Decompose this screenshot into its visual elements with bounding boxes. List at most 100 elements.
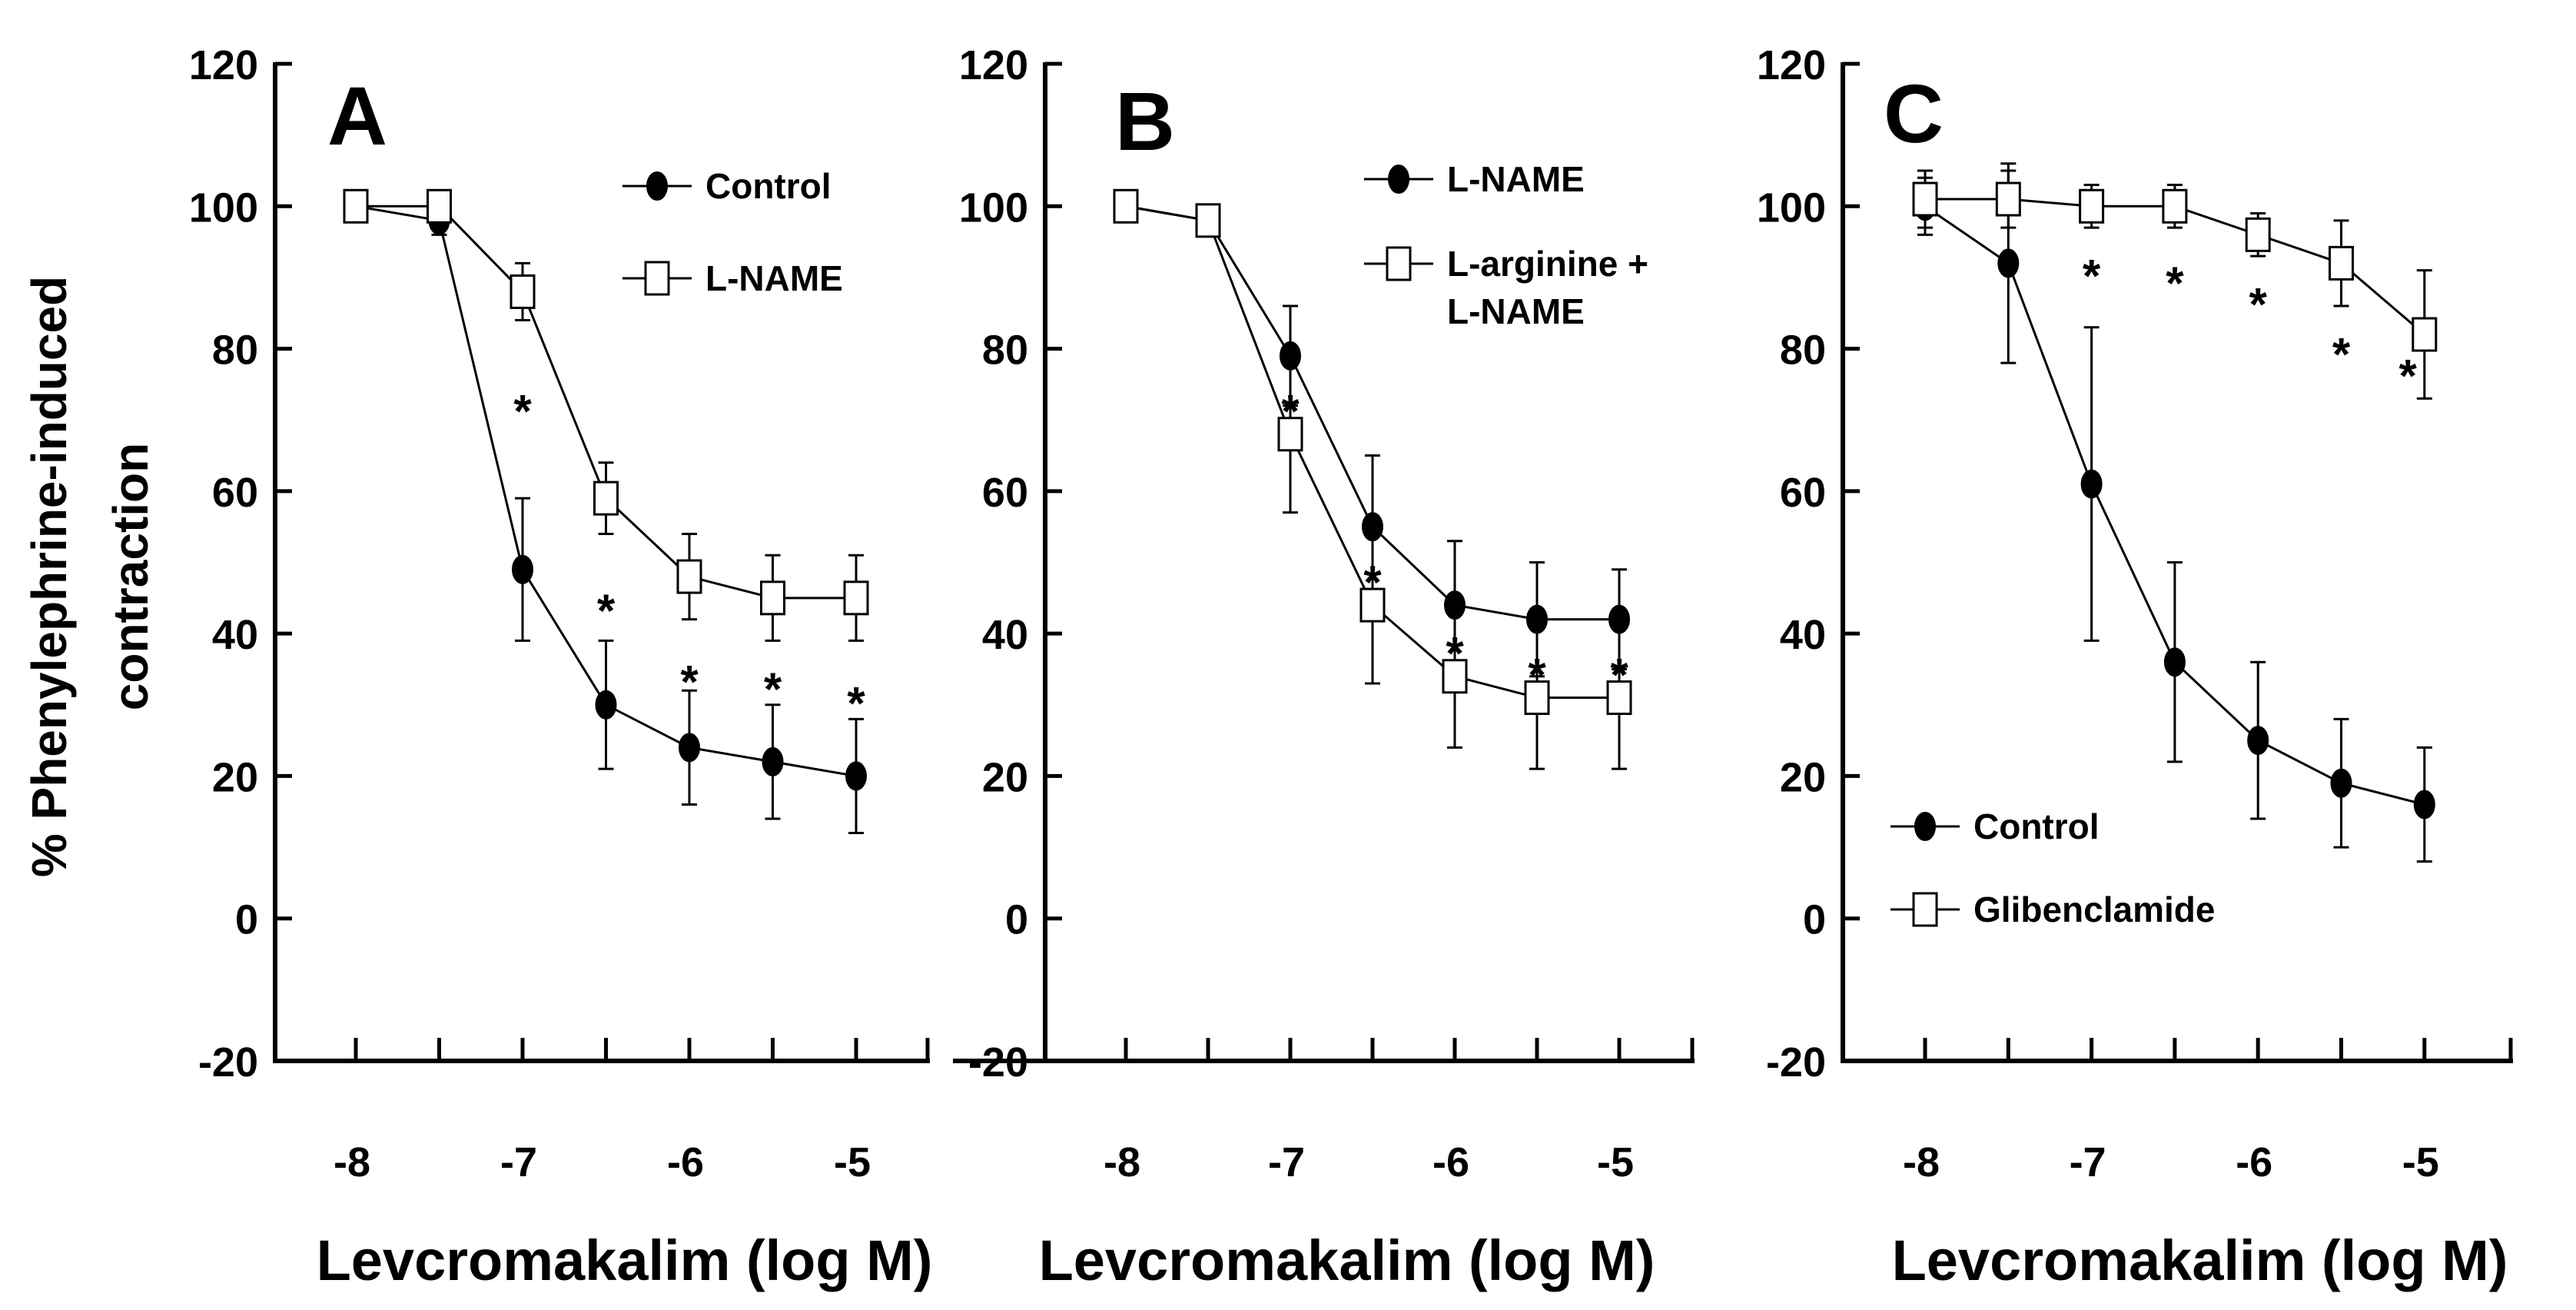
y-axis-title-line2: contraction xyxy=(103,443,158,710)
data-point xyxy=(1995,181,2021,217)
panel-a: -20 0 20 40 60 80 100 120 -8 -7 -6 -5 Levcromakalim … xyxy=(189,42,933,1292)
data-point xyxy=(762,746,784,776)
data-point xyxy=(1277,417,1303,452)
series-l-name xyxy=(343,188,869,642)
y-tick-label: -20 xyxy=(198,1039,258,1086)
data-point xyxy=(593,480,619,516)
legend-marker xyxy=(644,261,670,296)
x-tick-label: -6 xyxy=(2236,1139,2272,1185)
data-point xyxy=(343,188,369,224)
panel-b: -20 0 20 40 60 80 100 120 -8 -7 -6 -5 Levcromakalim … xyxy=(953,42,1695,1292)
x-axis-title: Levcromakalim (log M) xyxy=(317,1229,933,1292)
significance-marker: * xyxy=(2398,350,2417,401)
significance-marker: * xyxy=(1528,649,1546,700)
data-point xyxy=(760,580,785,616)
y-tick-label: 120 xyxy=(959,42,1028,88)
y-tick-label: 40 xyxy=(212,612,258,658)
significance-marker: * xyxy=(597,585,616,637)
significance-marker: * xyxy=(513,386,532,437)
significance-marker: * xyxy=(2332,329,2351,381)
y-tick-label: 60 xyxy=(212,470,258,516)
panel-label: A xyxy=(327,69,387,162)
x-axis-title: Levcromakalim (log M) xyxy=(1039,1229,1655,1292)
legend-label: L-NAME xyxy=(705,258,843,298)
x-axis-title: Levcromakalim (log M) xyxy=(1892,1229,2508,1292)
panel-c: -20 0 20 40 60 80 100 120 -8 -7 -6 -5 Levcromakalim … xyxy=(1757,42,2513,1292)
y-tick-label: -20 xyxy=(1766,1039,1826,1086)
data-point xyxy=(427,188,452,224)
significance-marker: * xyxy=(1281,386,1300,437)
y-tick-label: 40 xyxy=(1780,612,1826,658)
significance-marker: * xyxy=(2166,258,2184,309)
y-tick-label: 120 xyxy=(1757,42,1826,88)
y-tick-label: 60 xyxy=(982,470,1028,516)
data-point xyxy=(2247,726,2269,756)
x-tick-label: -8 xyxy=(1104,1139,1140,1185)
legend-marker xyxy=(1912,892,1938,927)
y-tick-label: 120 xyxy=(189,42,258,88)
data-point xyxy=(679,733,700,763)
data-point xyxy=(595,690,617,720)
significance-marker: * xyxy=(847,678,865,730)
y-tick-label: 0 xyxy=(1803,897,1826,943)
data-point xyxy=(2329,245,2354,281)
data-point xyxy=(510,274,536,309)
y-tick-label: 100 xyxy=(1757,185,1826,231)
y-tick-label: 20 xyxy=(982,754,1028,800)
significance-marker: * xyxy=(680,657,699,708)
data-point xyxy=(1606,680,1632,716)
legend-label: Control xyxy=(1973,806,2100,846)
data-point xyxy=(2413,790,2435,820)
y-tick-label: 20 xyxy=(212,754,258,800)
legend-label: Control xyxy=(705,166,832,206)
legend-label: Glibenclamide xyxy=(1973,889,2215,929)
legend-marker xyxy=(646,171,668,201)
legend-marker xyxy=(1386,246,1412,281)
data-point xyxy=(2245,217,2271,252)
legend-marker xyxy=(1914,812,1936,841)
x-tick-label: -5 xyxy=(834,1139,871,1185)
significance-marker: * xyxy=(2083,251,2101,302)
series-glibenclamide xyxy=(1912,169,2438,400)
legend-label: L-NAME xyxy=(1447,291,1585,331)
significance-marker: * xyxy=(1610,649,1628,700)
x-tick-label: -7 xyxy=(1268,1139,1305,1185)
x-tick-label: -6 xyxy=(1432,1139,1469,1185)
x-tick-label: -5 xyxy=(2402,1139,2439,1185)
y-tick-label: 60 xyxy=(1780,470,1826,516)
y-tick-label: 80 xyxy=(212,328,258,374)
data-point xyxy=(843,580,869,616)
data-point xyxy=(2330,768,2352,798)
y-axis-title-line1: % Phenylephrine-induced xyxy=(22,276,77,877)
y-tick-label: -20 xyxy=(968,1039,1028,1086)
y-tick-label: 0 xyxy=(1005,897,1028,943)
legend: L-NAME L-arginine + L-NAME xyxy=(1364,159,1648,331)
data-point xyxy=(845,761,867,791)
panel-label: B xyxy=(1115,75,1175,168)
data-point xyxy=(676,559,702,594)
significance-marker: * xyxy=(2249,279,2268,331)
data-point xyxy=(1113,188,1139,224)
legend-marker xyxy=(1388,165,1409,194)
data-point xyxy=(1442,659,1468,694)
panel-label: C xyxy=(1884,67,1944,160)
legend: Control L-NAME xyxy=(622,166,843,298)
x-tick-label: -8 xyxy=(334,1139,370,1185)
data-point xyxy=(2163,647,2186,677)
x-tick-label: -8 xyxy=(1903,1139,1940,1185)
data-point xyxy=(512,554,533,584)
x-tick-label: -6 xyxy=(667,1139,704,1185)
data-point xyxy=(2079,188,2105,224)
legend-label: L-arginine + xyxy=(1447,244,1648,284)
data-point xyxy=(2412,317,2438,352)
significance-marker: * xyxy=(764,663,782,715)
x-tick-label: -7 xyxy=(2070,1139,2106,1185)
data-point xyxy=(2080,469,2103,499)
y-tick-label: 40 xyxy=(982,612,1028,658)
significance-marker: * xyxy=(1363,557,1382,608)
shared-y-axis-title: % Phenylephrine-induced contraction xyxy=(22,276,158,877)
data-point xyxy=(1359,587,1386,623)
legend: Control Glibenclamide xyxy=(1891,806,2215,929)
x-tick-label: -7 xyxy=(500,1139,537,1185)
